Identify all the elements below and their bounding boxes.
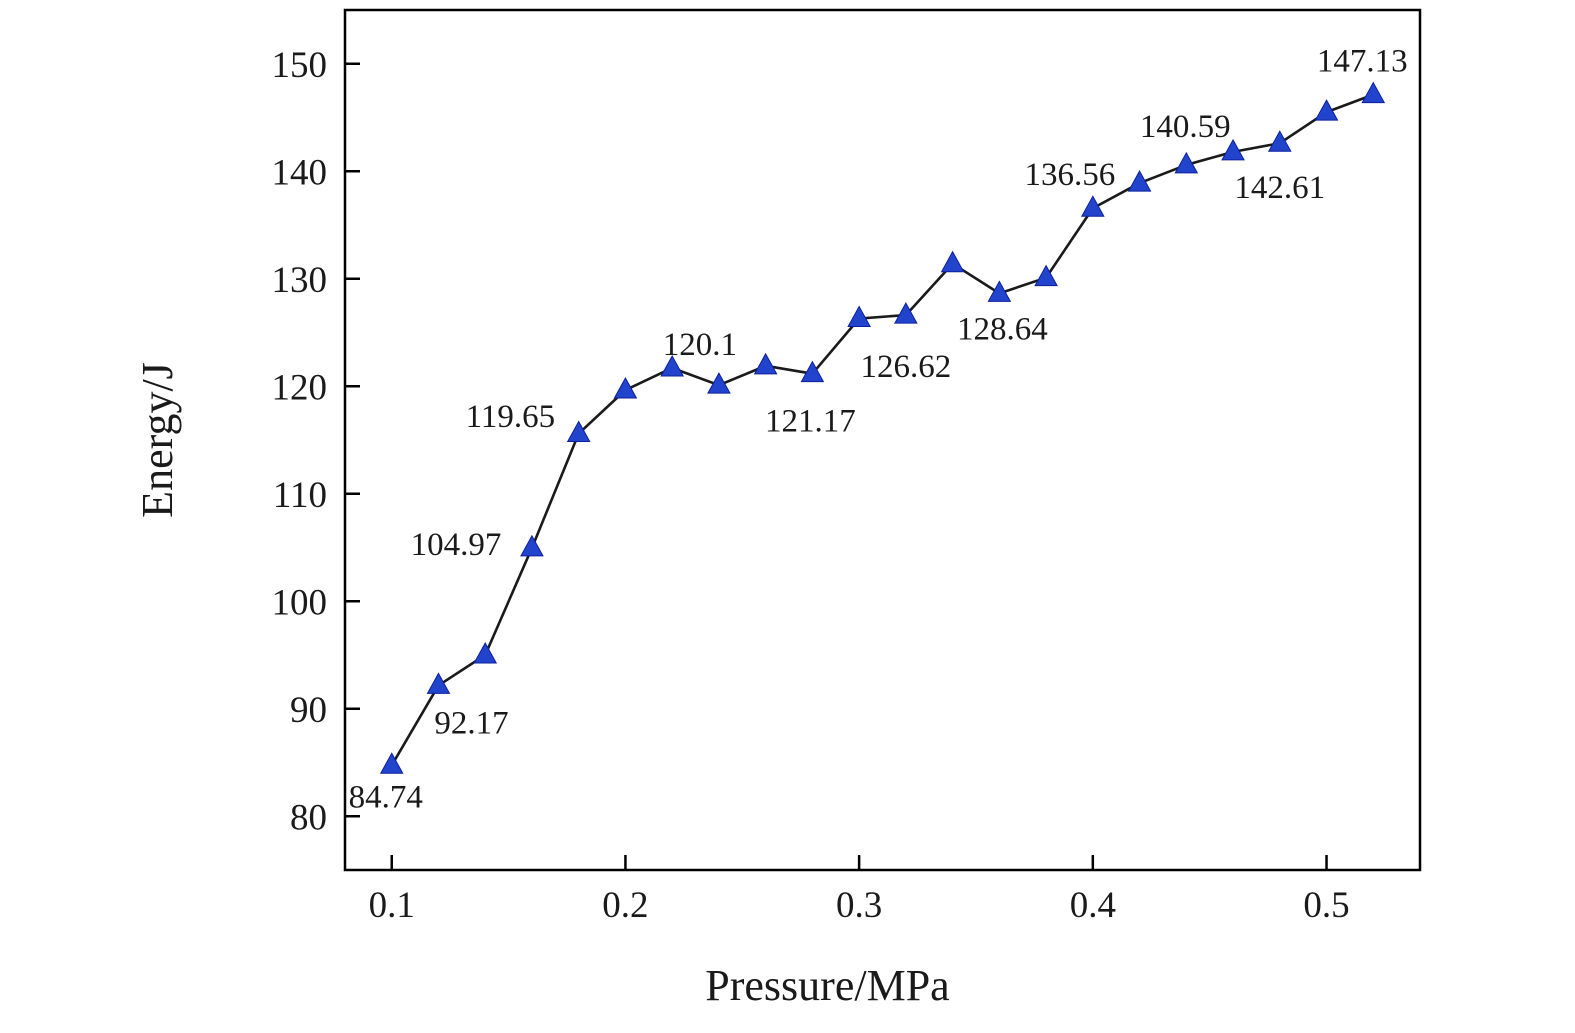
data-point-marker	[940, 250, 965, 273]
data-point-label: 147.13	[1317, 44, 1408, 80]
data-point-marker	[379, 752, 404, 774]
data-point-marker	[847, 305, 871, 328]
y-axis-tick-label: 140	[272, 152, 328, 193]
data-point-label: 120.1	[663, 327, 737, 363]
data-point-marker	[753, 352, 778, 375]
x-axis-tick-label: 0.2	[602, 885, 648, 926]
data-point-marker	[1174, 151, 1199, 174]
data-point-label: 104.97	[411, 527, 502, 563]
data-point-label: 126.62	[860, 349, 951, 385]
x-axis-tick-label: 0.5	[1303, 885, 1349, 926]
data-point-marker	[426, 672, 451, 694]
data-point-label: 128.64	[957, 311, 1048, 347]
data-point-marker	[473, 641, 498, 664]
y-axis-tick-label: 150	[272, 45, 328, 86]
x-axis-tick-label: 0.3	[836, 885, 882, 926]
y-axis-title: Energy/J	[133, 362, 182, 518]
data-point-marker	[1361, 81, 1386, 104]
data-point-label: 92.17	[434, 705, 508, 741]
data-point-label: 84.74	[349, 779, 423, 815]
data-point-marker	[1034, 264, 1058, 287]
data-point-marker	[987, 280, 1012, 302]
y-axis-tick-label: 130	[272, 260, 328, 301]
y-axis-tick-label: 110	[273, 475, 327, 516]
data-point-marker	[1267, 130, 1292, 152]
data-point-marker	[1221, 138, 1245, 161]
data-point-label: 140.59	[1140, 109, 1231, 145]
data-point-marker	[1314, 99, 1339, 121]
data-point-marker	[613, 376, 638, 399]
data-point-label: 121.17	[765, 404, 856, 440]
y-axis-tick-label: 100	[272, 582, 328, 623]
y-axis-tick-label: 90	[290, 690, 327, 731]
data-point-marker	[520, 534, 544, 557]
data-point-marker	[1080, 195, 1105, 217]
x-axis-title: Pressure/MPa	[705, 961, 949, 1010]
y-axis-tick-label: 120	[272, 367, 328, 408]
data-point-marker	[707, 372, 731, 394]
data-point-marker	[660, 354, 685, 377]
data-point-marker	[566, 420, 591, 443]
data-point-marker	[894, 302, 918, 324]
x-axis-tick-label: 0.1	[369, 885, 415, 926]
data-point-label: 142.61	[1234, 170, 1325, 206]
data-point-marker	[1127, 170, 1152, 192]
plot-frame	[343, 8, 1422, 872]
data-point-label: 136.56	[1024, 157, 1115, 193]
y-axis-tick-label: 80	[290, 797, 327, 838]
data-point-label: 119.65	[466, 399, 556, 435]
data-point-marker	[800, 360, 825, 383]
data-line	[390, 93, 1374, 766]
x-axis-tick-label: 0.4	[1070, 885, 1116, 926]
